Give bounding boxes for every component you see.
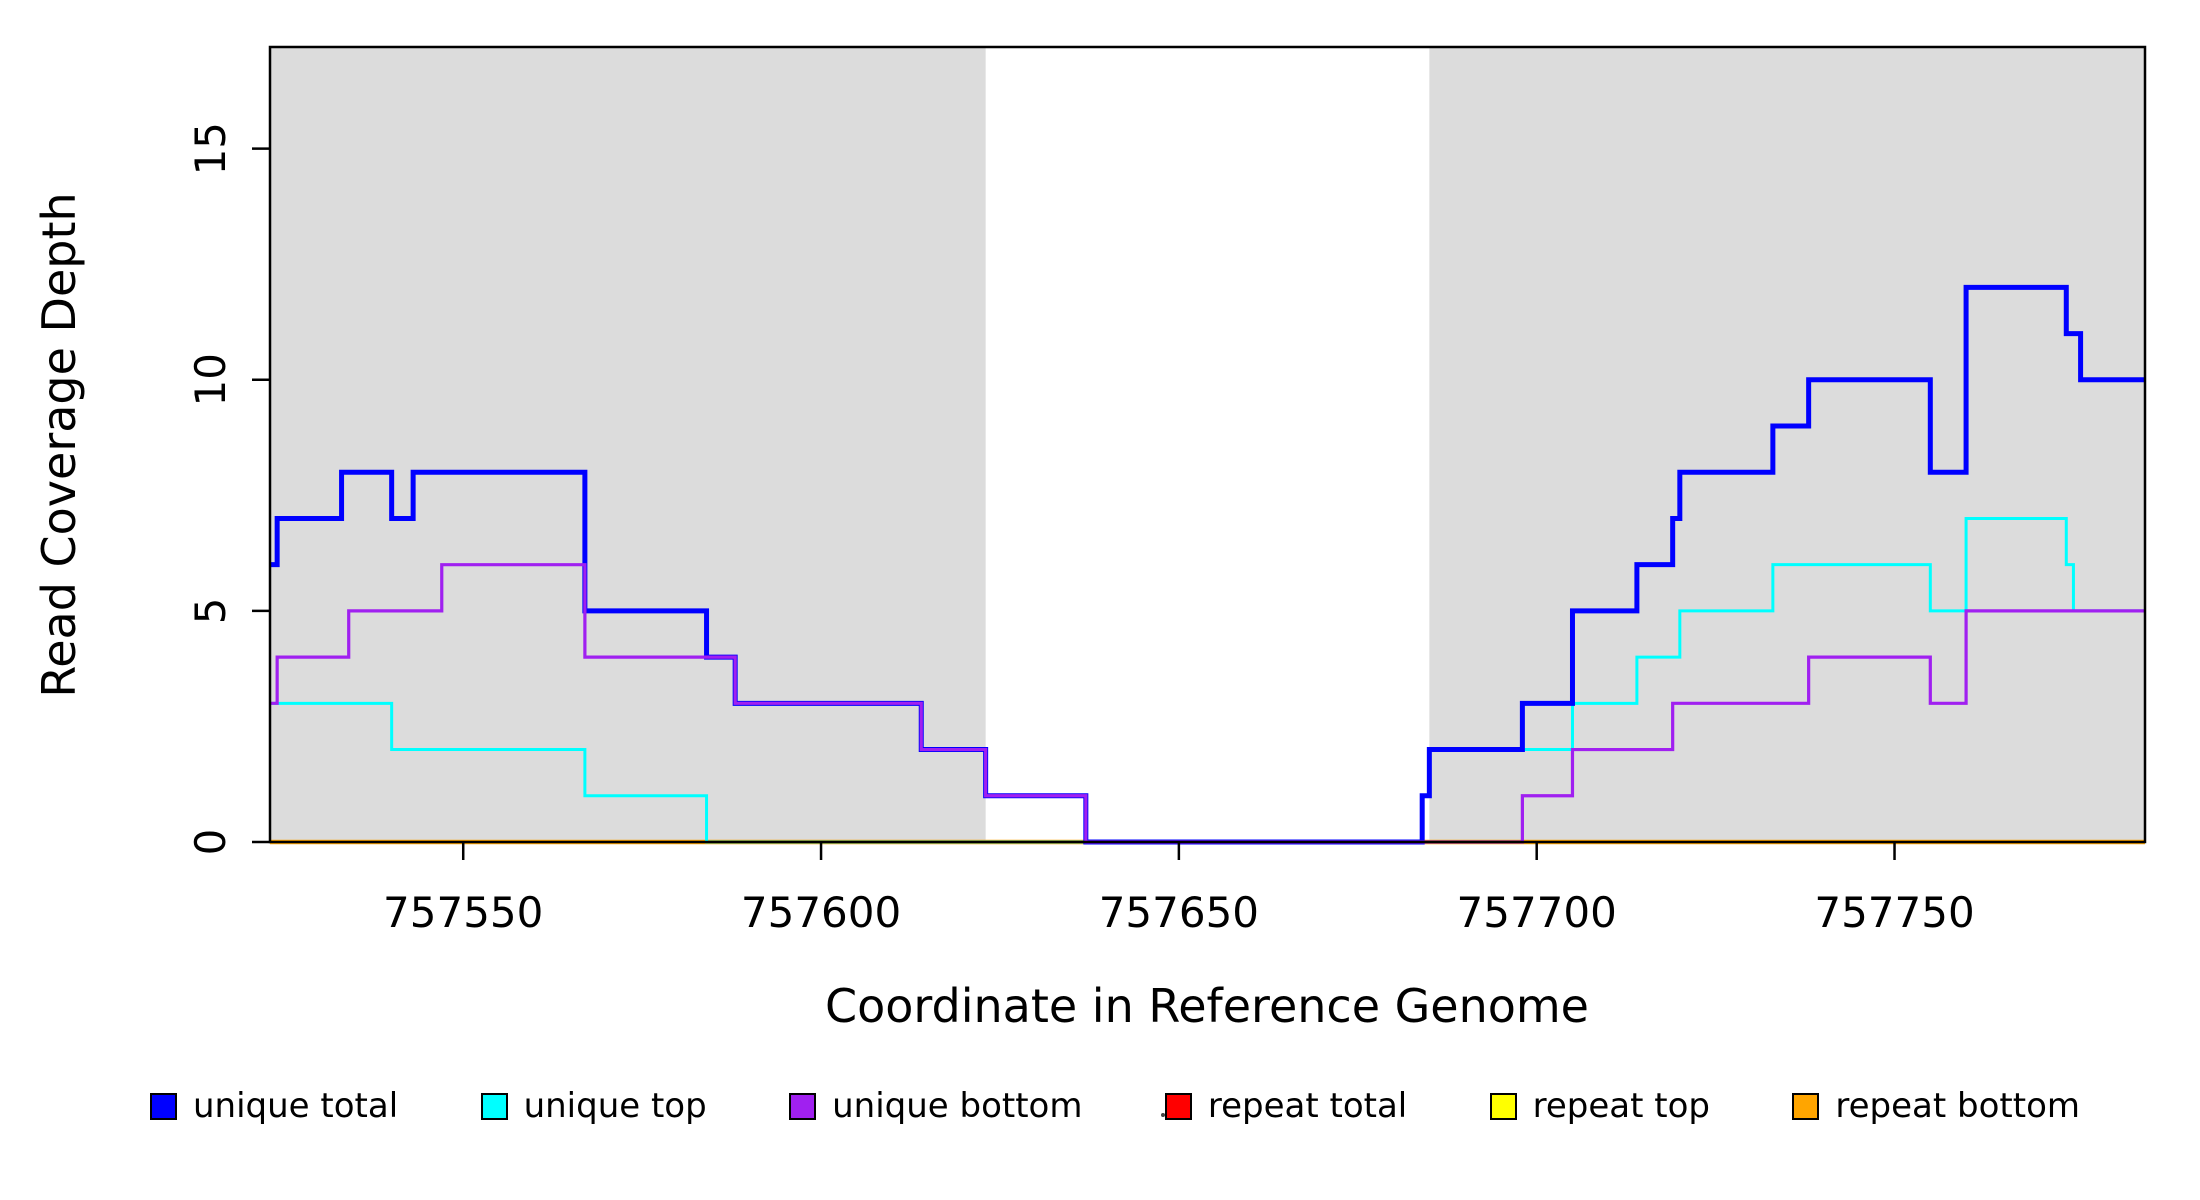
legend-swatch-icon — [480, 1092, 508, 1120]
series-line-unique-bottom — [270, 563, 2145, 844]
legend: unique total unique top unique bottom repea… — [150, 1086, 2080, 1126]
x-tick-label: 757700 — [1457, 888, 1617, 937]
legend-label: unique top — [523, 1086, 707, 1126]
axis-ticks — [252, 147, 1896, 860]
axis-tick-labels: 757550 757600 757650 757700 757750 0 5 10 15 — [186, 122, 1975, 937]
x-tick-label: 757650 — [1099, 888, 1259, 937]
legend-swatch-icon — [1164, 1092, 1192, 1120]
y-axis-title: Read Coverage Depth — [32, 192, 86, 697]
shaded-region — [270, 47, 986, 842]
legend-entry-repeat-bottom: repeat bottom — [1792, 1086, 2080, 1126]
legend-entry-unique-total: unique total — [150, 1086, 398, 1126]
series-line-unique-top — [270, 516, 2145, 844]
shaded-region — [1429, 47, 2145, 842]
series-line-unique-total — [270, 284, 2145, 845]
y-tick-label: 5 — [186, 598, 235, 625]
legend-entry-repeat-total: repeat total — [1164, 1086, 1408, 1126]
plot-box — [268, 45, 2147, 844]
y-tick-label: 10 — [186, 353, 235, 406]
legend-label: unique bottom — [832, 1086, 1083, 1126]
shaded-regions — [270, 47, 2145, 842]
legend-stray-dot — [1161, 1113, 1165, 1117]
legend-label: unique total — [193, 1086, 399, 1126]
legend-swatch-icon — [150, 1092, 177, 1120]
legend-label: repeat top — [1532, 1086, 1710, 1126]
x-tick-label: 757600 — [741, 888, 901, 937]
y-tick-label: 0 — [186, 829, 235, 856]
y-tick-label: 15 — [186, 122, 235, 175]
x-axis-title: Coordinate in Reference Genome — [825, 979, 1589, 1033]
legend-label: repeat bottom — [1835, 1086, 2080, 1126]
x-tick-label: 757550 — [383, 888, 543, 937]
legend-swatch-icon — [1792, 1092, 1820, 1120]
legend-label: repeat total — [1207, 1086, 1408, 1126]
x-tick-label: 757750 — [1814, 888, 1974, 937]
legend-entry-unique-top: unique top — [480, 1086, 707, 1126]
legend-swatch-icon — [789, 1092, 817, 1120]
legend-entry-unique-bottom: unique bottom — [789, 1086, 1082, 1126]
legend-entry-repeat-top: repeat top — [1489, 1086, 1710, 1126]
legend-swatch-icon — [1489, 1092, 1517, 1120]
